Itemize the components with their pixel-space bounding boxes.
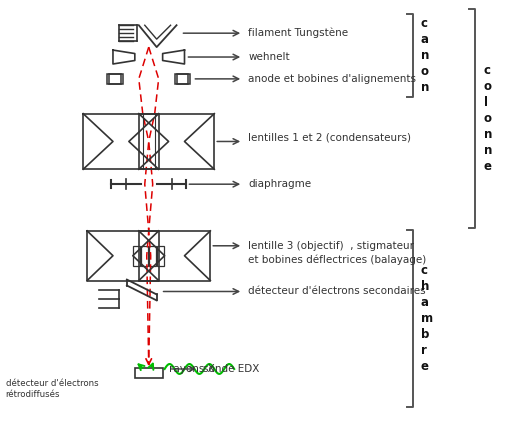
Text: détecteur d'électrons
rétrodiffusés: détecteur d'électrons rétrodiffusés (6, 379, 98, 399)
Bar (177, 74, 188, 84)
Bar (157, 246, 164, 266)
Bar (135, 368, 163, 378)
Text: lentilles 1 et 2 (condensateurs): lentilles 1 et 2 (condensateurs) (248, 132, 411, 142)
Text: diaphragme: diaphragme (248, 179, 311, 189)
Bar (149, 246, 156, 266)
Text: détecteur d'électrons secondaires: détecteur d'électrons secondaires (248, 286, 426, 296)
Text: anode et bobines d'alignements: anode et bobines d'alignements (248, 74, 416, 84)
Text: wehnelt: wehnelt (248, 52, 290, 62)
Bar (175, 74, 190, 84)
Bar (133, 246, 140, 266)
Text: c
o
l
o
n
n
e: c o l o n n e (484, 64, 492, 173)
Bar (109, 74, 121, 84)
Text: c
h
a
m
b
r
e: c h a m b r e (421, 264, 433, 373)
Text: filament Tungstène: filament Tungstène (248, 28, 348, 38)
Text: et bobines déflectrices (balayage): et bobines déflectrices (balayage) (248, 254, 426, 265)
Text: rayons X: rayons X (168, 364, 214, 374)
Text: sonde EDX: sonde EDX (203, 364, 260, 374)
Text: lentille 3 (objectif)  , stigmateur: lentille 3 (objectif) , stigmateur (248, 241, 414, 251)
Text: c
a
n
o
n: c a n o n (421, 17, 430, 94)
Bar (141, 246, 148, 266)
Bar (107, 74, 123, 84)
